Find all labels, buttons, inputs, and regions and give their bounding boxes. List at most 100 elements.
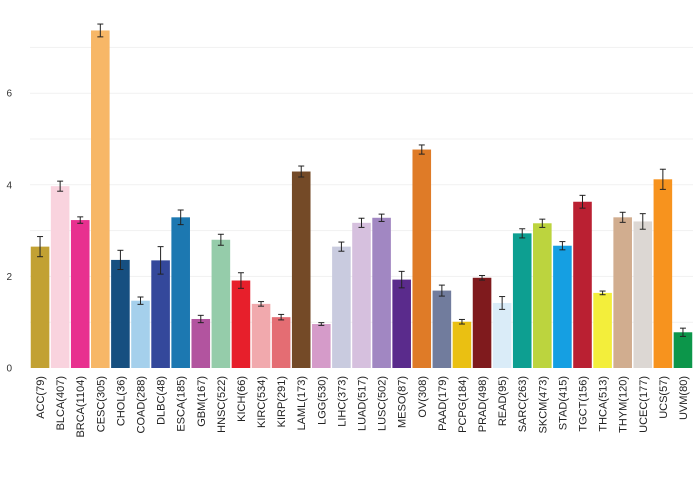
x-tick-label: TGCT(156) [578,376,590,432]
bar-skcm [533,223,552,368]
error-bar [97,23,104,38]
error-bar [197,314,204,324]
bar-blca [50,186,70,368]
x-tick-label: SKCM(473) [537,376,549,433]
bar-ucs [653,179,673,368]
error-bar [298,165,305,178]
bar-pcpg [452,321,472,368]
bar-laml [291,171,311,368]
error-bar [639,213,646,230]
x-tick-label: LIHC(373) [336,376,348,427]
x-tick-label: KIRC(534) [256,376,268,428]
x-tick-label: LAML(173) [296,376,308,430]
bar-hnsc [211,239,231,368]
x-tick-label: STAD(415) [557,376,569,430]
error-bar [458,318,465,325]
x-tick-label: OV(308) [417,376,429,418]
error-bar [579,194,586,209]
bar-kirp [271,317,291,368]
bar-uvm [673,332,693,368]
x-tick-label: UVM(80) [678,376,690,420]
error-bar [278,313,285,321]
x-tick-label: BRCA(1104) [75,376,87,438]
x-tick-label: ESCA(185) [176,376,188,432]
bar-lihc [332,246,351,368]
error-bar [659,168,666,190]
x-tick-label: THYM(120) [618,376,630,433]
bar-coad [131,300,150,368]
error-bar [418,144,425,155]
error-bar [217,233,224,246]
error-bar [358,217,365,228]
error-bar [77,216,84,224]
y-tick-label: 6 [6,89,12,100]
bar-gbm [191,318,211,368]
bar-thca [593,292,612,368]
x-tick-label: KICH(66) [236,376,248,422]
bar-chol [111,259,130,368]
bar-paad [432,290,452,368]
bar-sarc [512,233,532,368]
bar-thym [613,217,632,368]
error-bar [57,180,64,192]
error-bar [499,296,506,310]
bar-ucec [633,221,653,368]
bar-acc [30,246,50,368]
error-bar [619,211,626,223]
error-bar [237,272,244,289]
error-bar [318,322,325,326]
y-tick-label: 4 [6,180,12,191]
error-bar [398,270,405,289]
error-bar [177,209,184,226]
error-bar [338,241,345,252]
y-axis-ticks: 0 2 4 6 [6,89,12,375]
error-bars [37,23,686,337]
bar-kirc [251,303,271,368]
bar-esca [171,217,190,368]
x-tick-label: THCA(513) [598,376,610,432]
x-tick-label: CHOL(36) [115,376,127,426]
error-bar [137,296,144,305]
error-bar [559,241,566,251]
x-tick-label: PCPG(184) [457,376,469,433]
x-tick-label: BLCA(407) [55,376,67,430]
x-tick-label: MESO(87) [397,376,409,428]
bar-read [492,302,512,368]
bar-kich [231,280,251,368]
bar-brca [70,220,90,368]
bar-cesc [91,30,110,368]
error-bar [438,284,445,297]
x-axis-ticks: ACC(79) BLCA(407) BRCA(1104) CESC(305) CHOL(… [35,376,690,438]
x-tick-label: SARC(263) [517,376,529,432]
y-tick-label: 2 [6,272,12,283]
error-bar [157,246,164,275]
x-tick-label: READ(95) [497,376,509,426]
bars [30,30,693,368]
error-bar [378,213,385,222]
x-tick-label: PAAD(179) [437,376,449,431]
y-tick-label: 0 [6,364,12,375]
x-tick-label: COAD(288) [136,376,148,433]
bar-ov [412,149,432,368]
x-tick-label: PRAD(498) [477,376,489,432]
error-bar [37,236,44,258]
error-bar [479,274,486,281]
bar-tgct [573,201,592,368]
error-bar [679,327,686,337]
x-tick-label: DLBC(48) [156,376,168,425]
bar-dlbc [151,260,170,368]
error-bar [117,249,124,271]
error-bar [599,290,606,296]
bar-prad [472,277,492,368]
x-tick-label: LGG(530) [316,376,328,425]
x-tick-label: GBM(167) [196,376,208,427]
x-tick-label: LUAD(517) [357,376,369,431]
bar-lusc [372,217,391,368]
x-tick-label: HNSC(522) [216,376,228,433]
bar-stad [553,245,572,368]
error-bar [539,218,546,228]
x-tick-label: CESC(305) [95,376,107,432]
x-tick-label: KIRP(291) [276,376,288,427]
x-tick-label: UCEC(177) [638,376,650,433]
